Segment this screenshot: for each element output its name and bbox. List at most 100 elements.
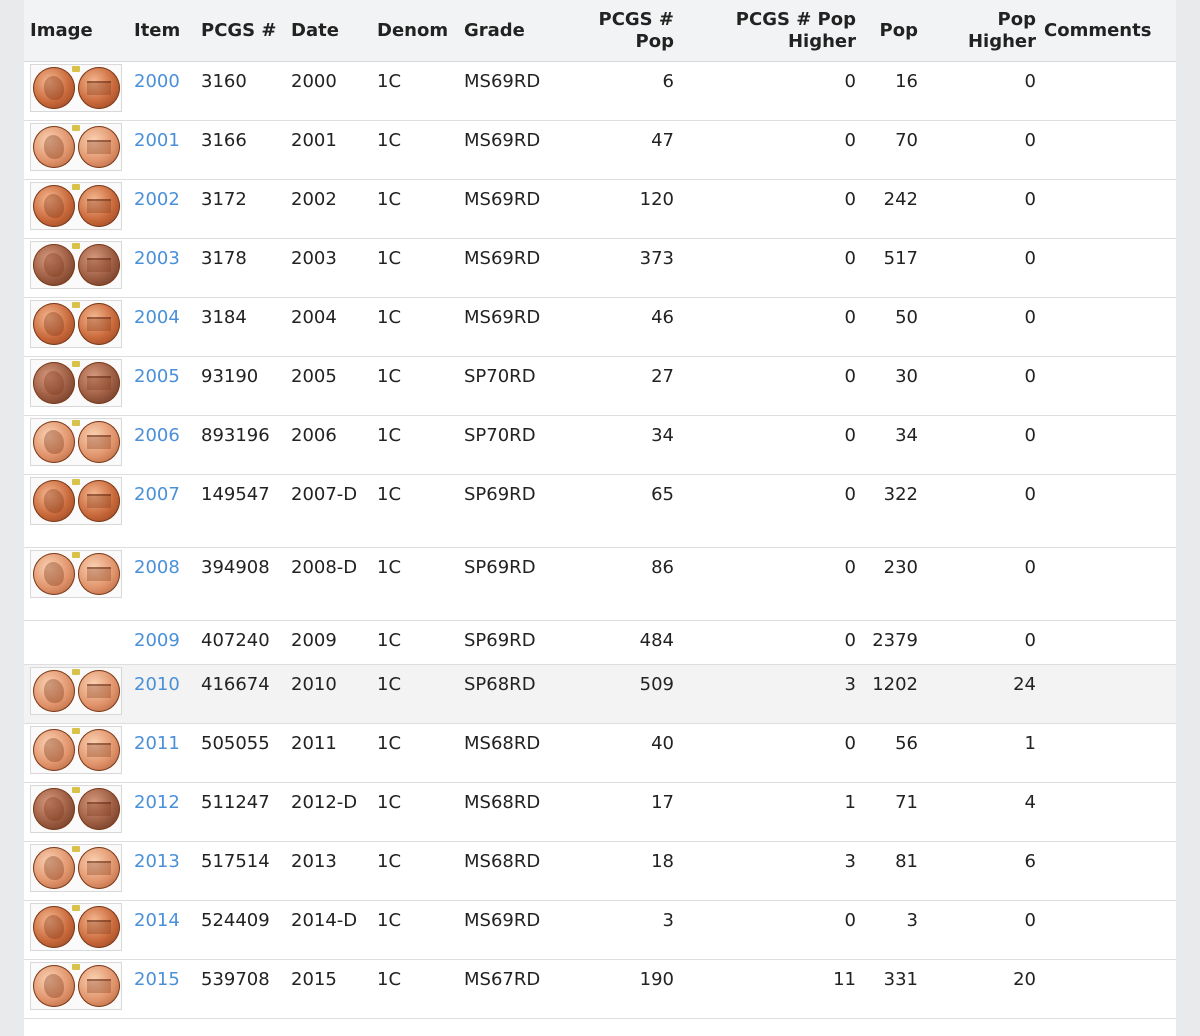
pcgs-pop-cell: 190	[554, 959, 680, 1019]
comments-cell	[1042, 297, 1176, 357]
comments-cell	[1042, 620, 1176, 665]
pop-higher-cell: 0	[924, 900, 1042, 960]
coin-reverse-icon	[77, 553, 120, 595]
pcgs-pop-cell: 120	[554, 179, 680, 239]
date-cell: 2007-D	[285, 474, 371, 548]
image-cell	[24, 620, 128, 665]
penny-coin-pair-icon[interactable]	[30, 123, 122, 171]
coin-obverse-icon	[32, 244, 75, 286]
pop-higher-cell: 4	[924, 782, 1042, 842]
table-row: 2010 416674 2010 1C SP68RD 509 3 1202 24	[24, 664, 1176, 724]
coin-obverse-icon	[32, 126, 75, 168]
pcgs-pop-higher-cell: 0	[680, 356, 862, 416]
header-date: Date	[285, 0, 371, 62]
pcgs-number-cell: 394908	[195, 547, 285, 621]
coin-obverse-icon	[32, 847, 75, 889]
header-pcgs-number: PCGS #	[195, 0, 285, 62]
header-pcgs-pop-higher-line2: Higher	[787, 30, 856, 52]
coin-reverse-icon	[77, 906, 120, 948]
pop-cell: 50	[862, 297, 924, 357]
coin-reverse-icon	[77, 480, 120, 522]
denom-cell: 1C	[371, 547, 458, 621]
header-comments: Comments	[1042, 0, 1176, 62]
pcgs-pop-cell: 34	[554, 415, 680, 475]
image-cell	[24, 297, 128, 357]
image-cell	[24, 474, 128, 548]
pcgs-pop-cell: 17	[554, 782, 680, 842]
pop-cell: 34	[862, 415, 924, 475]
penny-coin-pair-icon[interactable]	[30, 726, 122, 774]
image-cell	[24, 900, 128, 960]
image-cell	[24, 723, 128, 783]
item-link[interactable]: 2012	[134, 792, 180, 813]
comments-cell	[1042, 959, 1176, 1019]
penny-coin-pair-icon[interactable]	[30, 477, 122, 525]
penny-coin-pair-icon[interactable]	[30, 844, 122, 892]
pcgs-pop-cell: 86	[554, 547, 680, 621]
date-cell: 2000	[285, 61, 371, 121]
coin-obverse-icon	[32, 421, 75, 463]
pcgs-number-cell: 517514	[195, 841, 285, 901]
page: Image Item PCGS # Date Denom Grade PCGS …	[24, 0, 1176, 1036]
pcgs-logo-icon	[72, 964, 80, 970]
date-cell: 2008-D	[285, 547, 371, 621]
item-link[interactable]: 2006	[134, 425, 180, 446]
item-link[interactable]: 2009	[134, 630, 180, 651]
pcgs-pop-higher-cell: 0	[680, 179, 862, 239]
date-cell: 2015	[285, 959, 371, 1019]
date-cell: 2012-D	[285, 782, 371, 842]
image-cell	[24, 179, 128, 239]
coin-obverse-icon	[32, 906, 75, 948]
header-pop-higher: Pop Higher	[924, 0, 1042, 62]
table-header-row: Image Item PCGS # Date Denom Grade PCGS …	[24, 0, 1176, 62]
item-link[interactable]: 2005	[134, 366, 180, 387]
item-cell: 2015	[128, 959, 195, 1019]
pcgs-logo-icon	[72, 787, 80, 793]
item-link[interactable]: 2000	[134, 71, 180, 92]
pop-cell: 1202	[862, 664, 924, 724]
pcgs-number-cell: 3178	[195, 238, 285, 298]
penny-coin-pair-icon[interactable]	[30, 550, 122, 598]
pcgs-number-cell: 3160	[195, 61, 285, 121]
denom-cell: 1C	[371, 356, 458, 416]
penny-coin-pair-icon[interactable]	[30, 300, 122, 348]
penny-coin-pair-icon[interactable]	[30, 418, 122, 466]
penny-coin-pair-icon[interactable]	[30, 241, 122, 289]
header-pcgs-pop-line2: Pop	[635, 30, 674, 52]
denom-cell: 1C	[371, 297, 458, 357]
penny-coin-pair-icon[interactable]	[30, 182, 122, 230]
item-link[interactable]: 2002	[134, 189, 180, 210]
penny-coin-pair-icon[interactable]	[30, 667, 122, 715]
penny-coin-pair-icon[interactable]	[30, 359, 122, 407]
header-pcgs-pop-line1: PCGS #	[598, 8, 675, 30]
grade-cell: SP69RD	[458, 547, 554, 621]
coin-obverse-icon	[32, 670, 75, 712]
item-link[interactable]: 2015	[134, 969, 180, 990]
coin-obverse-icon	[32, 362, 75, 404]
header-pop-higher-line1: Pop	[997, 8, 1036, 30]
pop-cell: 56	[862, 723, 924, 783]
grade-cell: SP70RD	[458, 415, 554, 475]
header-item: Item	[128, 0, 195, 62]
penny-coin-pair-icon[interactable]	[30, 962, 122, 1010]
item-link[interactable]: 2008	[134, 557, 180, 578]
pcgs-pop-higher-cell: 0	[680, 723, 862, 783]
item-cell: 2014	[128, 900, 195, 960]
item-link[interactable]: 2001	[134, 130, 180, 151]
item-cell: 2009	[128, 620, 195, 665]
item-link[interactable]: 2014	[134, 910, 180, 931]
comments-cell	[1042, 474, 1176, 548]
item-link[interactable]: 2011	[134, 733, 180, 754]
penny-coin-pair-icon[interactable]	[30, 903, 122, 951]
penny-coin-pair-icon[interactable]	[30, 64, 122, 112]
table-row: 2013 517514 2013 1C MS68RD 18 3 81 6	[24, 841, 1176, 901]
penny-coin-pair-icon[interactable]	[30, 785, 122, 833]
item-link[interactable]: 2007	[134, 484, 180, 505]
item-link[interactable]: 2004	[134, 307, 180, 328]
image-cell	[24, 664, 128, 724]
date-cell: 2006	[285, 415, 371, 475]
item-link[interactable]: 2010	[134, 674, 180, 695]
pcgs-number-cell: 893196	[195, 415, 285, 475]
item-link[interactable]: 2013	[134, 851, 180, 872]
item-link[interactable]: 2003	[134, 248, 180, 269]
